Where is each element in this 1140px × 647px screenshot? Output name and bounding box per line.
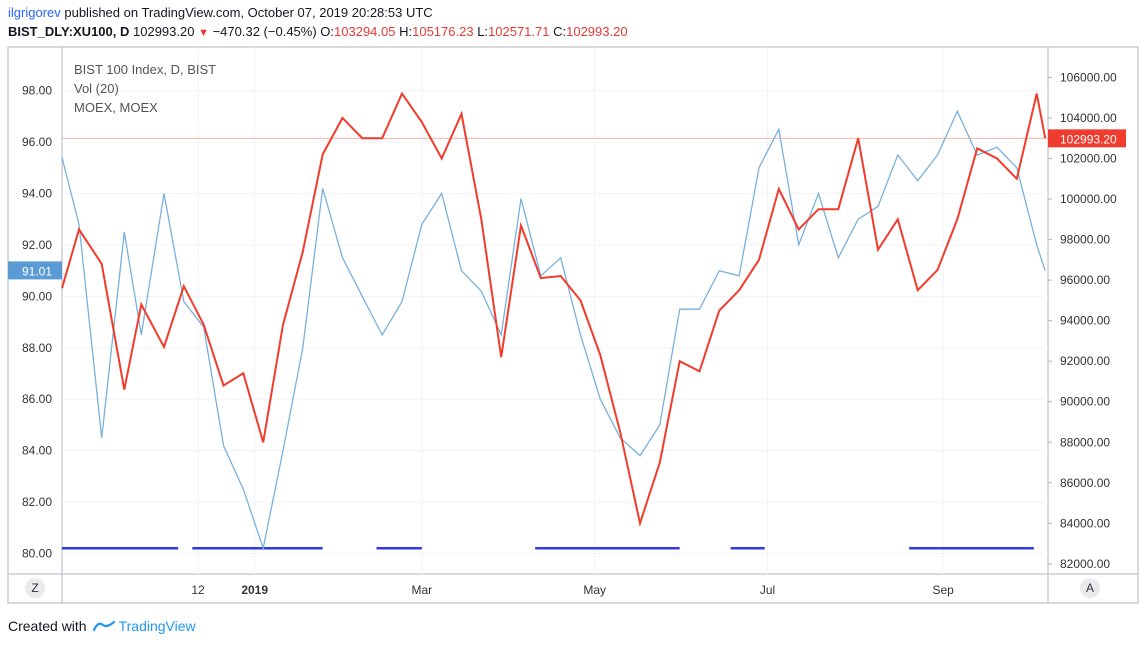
zoom-reset-button[interactable]: Z: [25, 578, 45, 598]
time-tick-label: Mar: [411, 583, 432, 597]
grid: [62, 47, 1052, 574]
close-value: 102993.20: [566, 24, 628, 39]
legend-entry[interactable]: BIST 100 Index, D, BIST: [74, 62, 216, 77]
footer: Created with TradingView: [8, 618, 196, 634]
moex-series-line: [61, 109, 1046, 551]
time-tick-label: May: [583, 583, 606, 597]
last-price: 102993.20: [133, 24, 195, 39]
right-tick-label: 96000.00: [1060, 273, 1110, 287]
time-tick-label: Sep: [932, 583, 954, 597]
down-arrow-icon: ▼: [198, 27, 209, 39]
low-label: L:: [477, 24, 489, 39]
left-current-label: 91.01: [22, 264, 52, 278]
left-tick-label: 94.00: [22, 187, 52, 201]
right-tick-label: 84000.00: [1060, 516, 1110, 530]
right-price-axis[interactable]: 106000.00 104000.00 102000.00 100000.00 9800…: [1060, 70, 1117, 570]
open-value: 103294.05: [334, 24, 396, 39]
right-tick-label: 88000.00: [1060, 435, 1110, 449]
right-tick-label: 106000.00: [1060, 70, 1117, 84]
auto-scale-button[interactable]: A: [1080, 578, 1100, 598]
left-tick-label: 88.00: [22, 341, 52, 355]
left-tick-label: 90.00: [22, 289, 52, 303]
left-tick-label: 98.00: [22, 84, 52, 98]
time-tick-label: 2019: [241, 583, 268, 597]
legend-entry[interactable]: Vol (20): [74, 81, 119, 96]
right-tick-label: 104000.00: [1060, 111, 1117, 125]
right-tick-label: 102000.00: [1060, 151, 1117, 165]
high-value: 105176.23: [412, 24, 474, 39]
time-tick-label: Jul: [760, 583, 775, 597]
publisher-line: ilgrigorev published on TradingView.com,…: [8, 5, 433, 20]
open-label: O:: [320, 24, 335, 39]
symbol-line: BIST_DLY:XU100, D 102993.20 ▼ −470.32 (−…: [8, 24, 628, 39]
tradingview-link[interactable]: TradingView: [118, 618, 196, 634]
right-tick-label: 100000.00: [1060, 192, 1117, 206]
right-tick-label: 94000.00: [1060, 314, 1110, 328]
symbol-name: BIST_DLY:XU100, D: [8, 24, 130, 39]
legend: BIST 100 Index, D, BIST Vol (20) MOEX, MOE…: [74, 62, 216, 115]
right-current-label: 102993.20: [1060, 132, 1117, 146]
time-tick-label: 12: [191, 583, 205, 597]
right-tick-label: 82000.00: [1060, 557, 1110, 571]
bist-series-line: [61, 91, 1047, 528]
tradingview-logo-icon: [92, 620, 115, 632]
current-value-labels: 102993.20 91.01: [8, 129, 1126, 280]
close-label: C:: [553, 24, 567, 39]
left-current-label-bg: [8, 261, 62, 280]
published-text: published on TradingView.com, October 07…: [60, 5, 433, 20]
right-tick-label: 98000.00: [1060, 233, 1110, 247]
left-tick-label: 80.00: [22, 546, 52, 560]
right-current-label-bg: [1048, 129, 1126, 148]
author-link[interactable]: ilgrigorev: [8, 5, 61, 20]
left-tick-label: 92.00: [22, 238, 52, 252]
right-tick-label: 92000.00: [1060, 354, 1110, 368]
price-change: −470.32 (−0.45%): [212, 24, 317, 39]
chart-frame: [7, 46, 1139, 604]
high-label: H:: [399, 24, 413, 39]
legend-entry[interactable]: MOEX, MOEX: [74, 100, 158, 115]
left-tick-label: 86.00: [22, 392, 52, 406]
left-tick-label: 84.00: [22, 444, 52, 458]
left-price-axis[interactable]: 98.00 96.00 94.00 92.00 90.00 88.00 86.00 84.00…: [22, 84, 52, 561]
low-value: 102571.71: [488, 24, 550, 39]
time-axis[interactable]: 12 2019 Mar May Jul Sep: [191, 583, 954, 597]
created-with-text: Created with: [8, 618, 87, 634]
right-tick-label: 86000.00: [1060, 476, 1110, 490]
left-tick-label: 96.00: [22, 135, 52, 149]
left-tick-label: 82.00: [22, 495, 52, 509]
right-tick-label: 90000.00: [1060, 395, 1110, 409]
